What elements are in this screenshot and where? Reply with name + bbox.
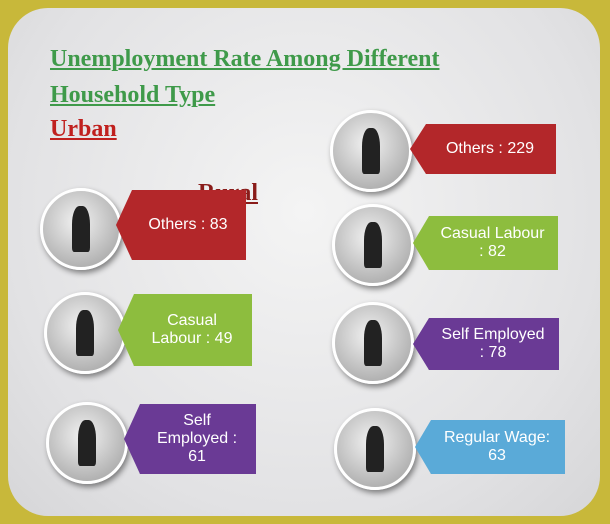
photo <box>46 402 128 484</box>
figure <box>364 222 382 268</box>
label-tag: Others : 229 <box>410 124 556 174</box>
photo <box>332 204 414 286</box>
figure <box>78 420 96 466</box>
photo <box>44 292 126 374</box>
photo <box>40 188 122 270</box>
page: Unemployment Rate Among Different Househ… <box>0 0 610 524</box>
label-tag: Regular Wage: 63 <box>415 420 565 474</box>
label-tag: Self Employed : 61 <box>124 404 256 474</box>
photo <box>334 408 416 490</box>
photo <box>330 110 412 192</box>
figure <box>72 206 90 252</box>
title: Household Type <box>50 82 215 109</box>
figure <box>366 426 384 472</box>
title: Unemployment Rate Among Different <box>50 46 440 73</box>
label-tag: Casual Labour : 49 <box>118 294 252 366</box>
figure <box>76 310 94 356</box>
slide: Unemployment Rate Among Different Househ… <box>8 8 600 516</box>
section-label: Urban <box>50 116 117 143</box>
figure <box>362 128 380 174</box>
label-tag: Casual Labour : 82 <box>413 216 558 270</box>
figure <box>364 320 382 366</box>
label-tag: Self Employed : 78 <box>413 318 559 370</box>
photo <box>332 302 414 384</box>
label-tag: Others : 83 <box>116 190 246 260</box>
